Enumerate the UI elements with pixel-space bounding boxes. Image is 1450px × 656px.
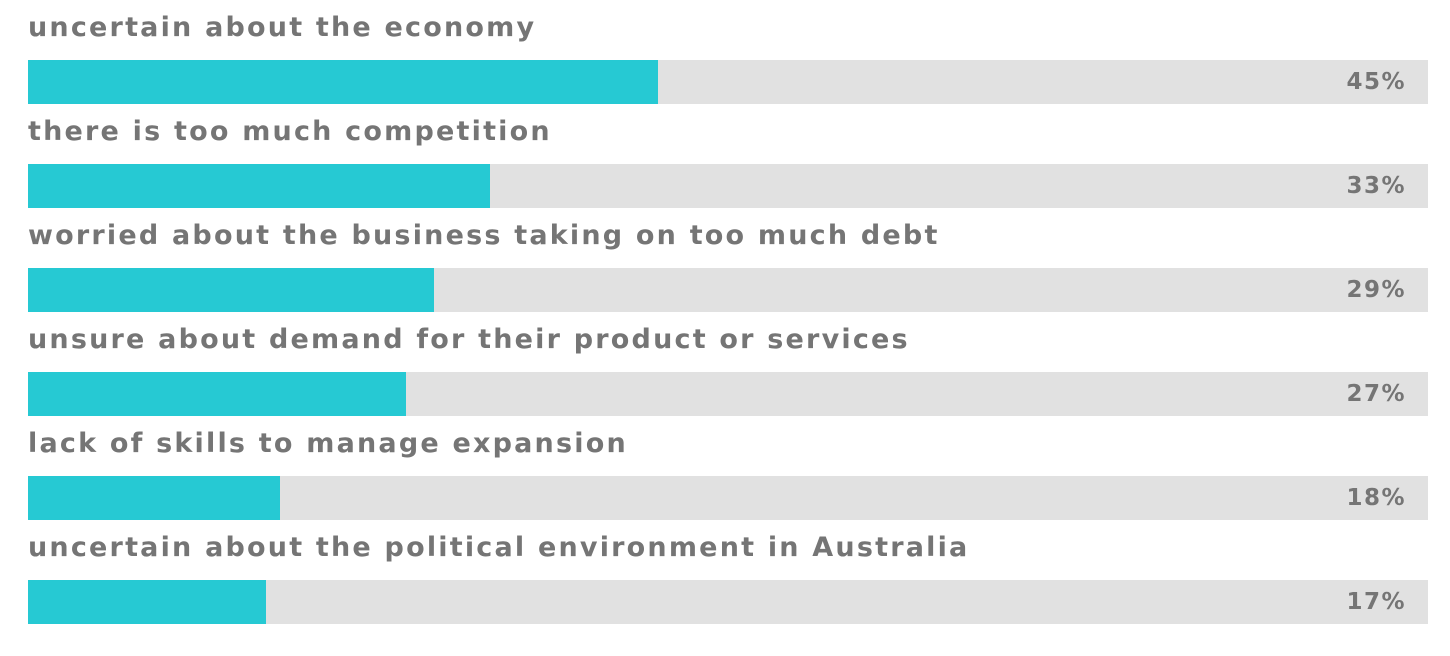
bar-track: 27%	[28, 372, 1428, 416]
bar-track: 17%	[28, 580, 1428, 624]
bar-row: uncertain about the political environmen…	[28, 520, 1428, 624]
bar-row: unsure about demand for their product or…	[28, 312, 1428, 416]
value-label: 33%	[1346, 173, 1406, 199]
bar	[28, 476, 280, 520]
category-label: uncertain about the political environmen…	[28, 532, 970, 563]
bar	[28, 164, 490, 208]
value-label: 27%	[1346, 381, 1406, 407]
bar	[28, 372, 406, 416]
value-label: 45%	[1346, 69, 1406, 95]
category-label: there is too much competition	[28, 116, 552, 147]
bar-row: lack of skills to manage expansion 18%	[28, 416, 1428, 520]
bar-track: 29%	[28, 268, 1428, 312]
bar-row: there is too much competition 33%	[28, 104, 1428, 208]
category-label: unsure about demand for their product or…	[28, 324, 910, 355]
bar	[28, 268, 434, 312]
category-label: uncertain about the economy	[28, 12, 537, 43]
value-label: 17%	[1346, 589, 1406, 615]
value-label: 18%	[1346, 485, 1406, 511]
value-label: 29%	[1346, 277, 1406, 303]
category-label: worried about the business taking on too…	[28, 220, 940, 251]
bar	[28, 60, 658, 104]
bar-row: uncertain about the economy 45%	[28, 0, 1428, 104]
bar-track: 18%	[28, 476, 1428, 520]
category-label: lack of skills to manage expansion	[28, 428, 628, 459]
bar-track: 33%	[28, 164, 1428, 208]
bar-track: 45%	[28, 60, 1428, 104]
bar	[28, 580, 266, 624]
bar-row: worried about the business taking on too…	[28, 208, 1428, 312]
